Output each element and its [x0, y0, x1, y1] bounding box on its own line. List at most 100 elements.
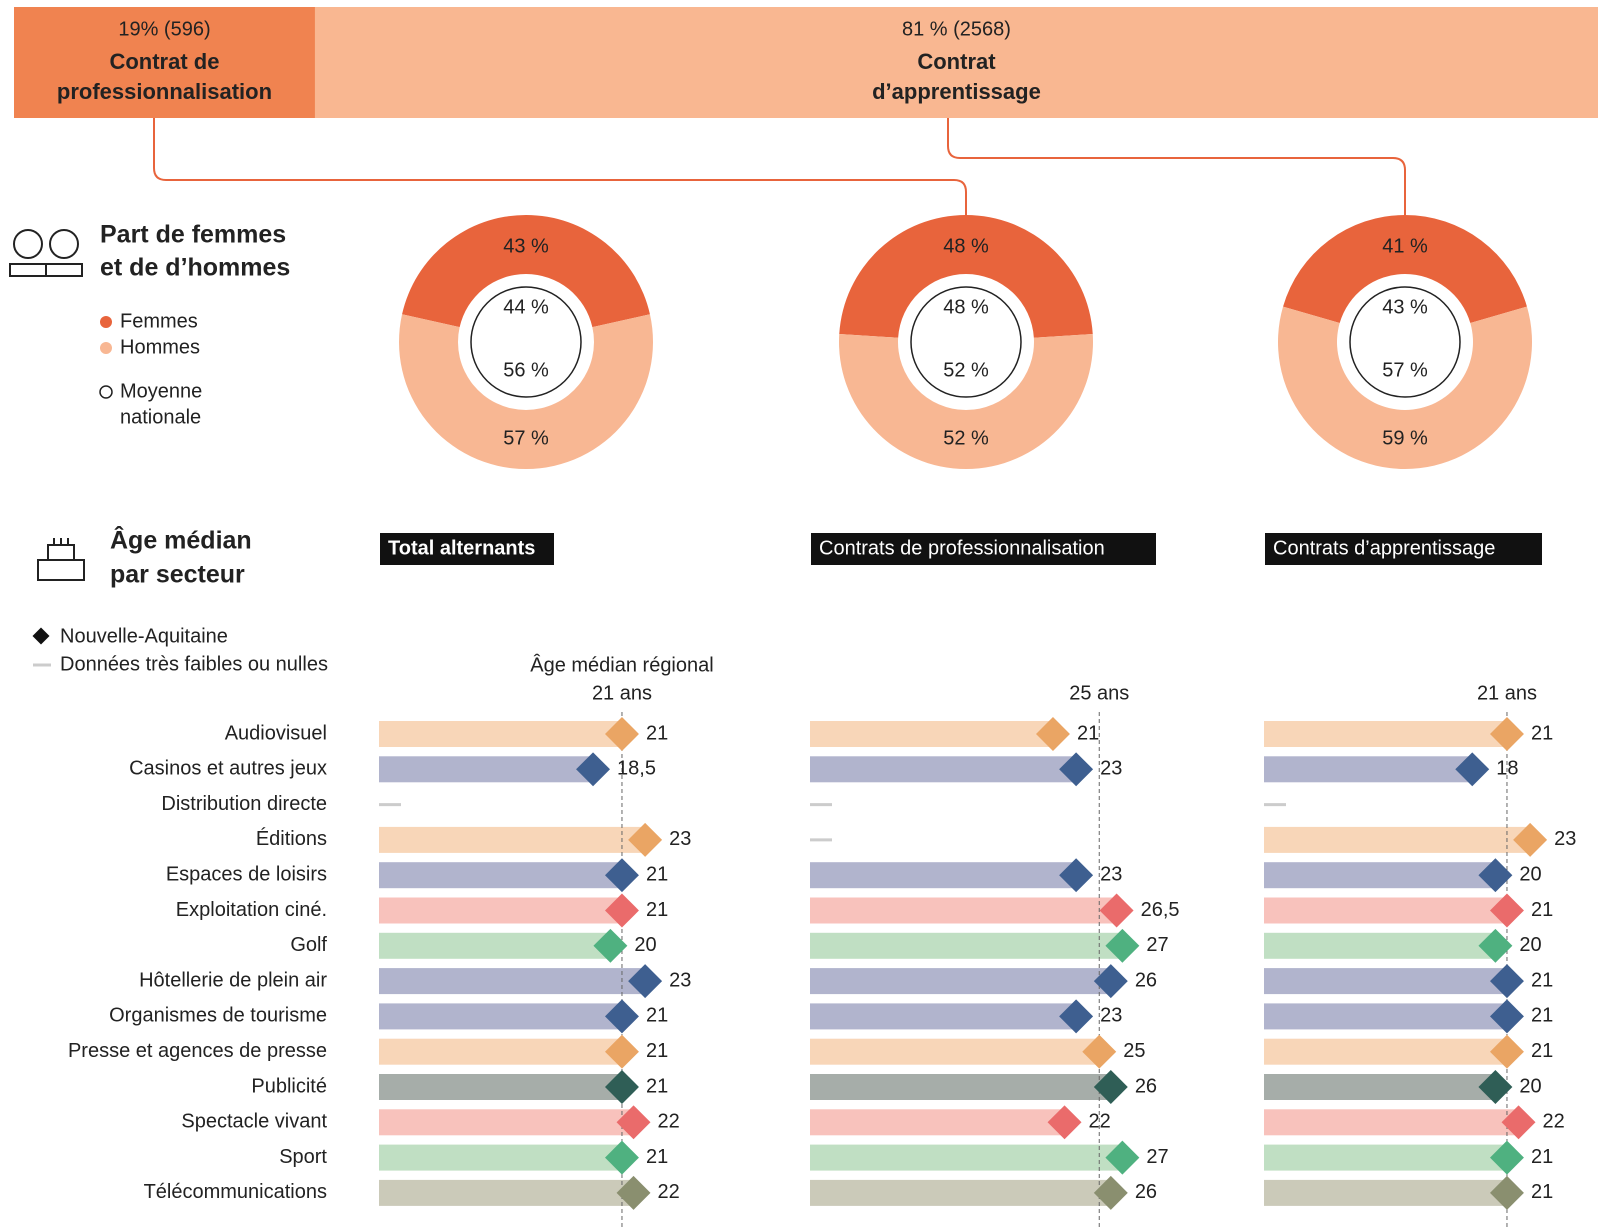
- category-label: Casinos et autres jeux: [129, 758, 327, 780]
- value-label: 21: [646, 1146, 668, 1168]
- bar: [379, 1074, 622, 1100]
- value-label: 21: [1077, 722, 1099, 744]
- diamond: [1047, 1105, 1082, 1140]
- cake-icon: [37, 538, 85, 581]
- bar: [810, 1109, 1065, 1136]
- segment: [14, 7, 315, 118]
- value-label: 21: [646, 1075, 668, 1097]
- gender-title: Part de femmes: [100, 221, 286, 249]
- diamond: [1105, 1140, 1140, 1175]
- donut-women: [839, 214, 1093, 338]
- category-label: Exploitation ciné.: [176, 899, 327, 921]
- national-women-label: 44 %: [503, 296, 549, 318]
- national-men-label: 52 %: [943, 359, 989, 381]
- bar: [379, 1038, 622, 1065]
- legend-label: Femmes: [120, 310, 198, 332]
- women-label: 43 %: [503, 235, 549, 257]
- national-ring: [1349, 286, 1461, 398]
- bar: [810, 1179, 1111, 1206]
- gender-title: et de d’hommes: [100, 254, 290, 282]
- bar: [1264, 721, 1507, 747]
- value-label: 23: [1100, 863, 1122, 885]
- bar: [810, 1038, 1100, 1065]
- connectors: [153, 118, 1406, 215]
- value-label: 23: [1100, 1005, 1122, 1027]
- bar: [379, 1179, 634, 1206]
- diamond: [1478, 1070, 1513, 1104]
- donut-women: [1283, 214, 1527, 324]
- bar: [810, 862, 1077, 889]
- diamond: [1082, 1034, 1117, 1069]
- value-label: 21: [646, 863, 668, 885]
- value-label: 27: [1146, 1146, 1168, 1168]
- bar: [810, 897, 1117, 924]
- diamond: [604, 717, 639, 751]
- diamond: [604, 1140, 639, 1175]
- panel-title-box: [1265, 533, 1542, 565]
- value-label: 21: [1531, 1181, 1553, 1203]
- value-label: 26: [1135, 1075, 1157, 1097]
- value-label: 21: [646, 1040, 668, 1062]
- diamond: [1093, 1175, 1128, 1210]
- bar: [379, 968, 646, 995]
- bar: [1264, 1144, 1507, 1171]
- category-label: Organismes de tourisme: [109, 1005, 327, 1027]
- donut-men: [1278, 306, 1532, 469]
- value-label: 21: [1531, 1146, 1553, 1168]
- legend-label: Données très faibles ou nulles: [60, 653, 328, 675]
- national-women-label: 43 %: [1382, 296, 1428, 318]
- age-title: Âge médian: [110, 525, 252, 555]
- diamond: [604, 858, 639, 893]
- national-ring: [910, 286, 1022, 398]
- national-men-label: 57 %: [1382, 359, 1428, 381]
- bar: [1264, 1038, 1507, 1065]
- bar: [379, 756, 594, 783]
- women-label: 48 %: [943, 235, 989, 257]
- age-title: par secteur: [110, 561, 245, 589]
- diamond: [604, 893, 639, 928]
- bar: [1264, 1109, 1519, 1136]
- women-label: 41 %: [1382, 235, 1428, 257]
- diamond: [1105, 928, 1140, 963]
- value-label: 21: [1531, 899, 1553, 921]
- category-label: Hôtellerie de plein air: [139, 969, 327, 991]
- diamond: [1093, 1070, 1128, 1104]
- legend-swatch: [100, 316, 112, 328]
- reference-label: 25 ans: [1069, 682, 1129, 704]
- diamond: [593, 928, 628, 963]
- legend-label: Nouvelle-Aquitaine: [60, 625, 228, 647]
- segment-name: professionnalisation: [57, 79, 272, 104]
- bar: [1264, 862, 1496, 889]
- category-label: Espaces de loisirs: [166, 863, 327, 885]
- national-ring: [470, 286, 582, 398]
- value-label: 23: [1100, 758, 1122, 780]
- value-label: 23: [669, 969, 691, 991]
- men-label: 59 %: [1382, 427, 1428, 449]
- bar: [379, 721, 622, 747]
- diamond: [1489, 1140, 1524, 1175]
- segment-name: Contrat de: [109, 49, 219, 74]
- diamond: [1501, 1105, 1536, 1140]
- category-label: Télécommunications: [144, 1181, 327, 1203]
- value-label: 21: [1531, 1005, 1553, 1027]
- value-label: 18,5: [617, 758, 656, 780]
- diamond: [1059, 752, 1094, 787]
- segment-name: d’apprentissage: [872, 79, 1041, 104]
- value-label: 20: [1519, 863, 1541, 885]
- value-label: 20: [1519, 1075, 1541, 1097]
- bar: [379, 1003, 622, 1030]
- diamond: [1478, 928, 1513, 963]
- bar: [810, 721, 1053, 747]
- diamond: [1513, 822, 1548, 857]
- segment: [314, 7, 1598, 118]
- diamond: [1035, 717, 1070, 751]
- reference-label: 21 ans: [1477, 682, 1537, 704]
- value-label: 27: [1146, 934, 1168, 956]
- diamond: [1059, 999, 1094, 1034]
- bar: [810, 1144, 1123, 1171]
- donut-men: [399, 314, 653, 469]
- category-label: Distribution directe: [161, 793, 327, 815]
- diamond: [604, 999, 639, 1034]
- legend-swatch: [100, 342, 112, 354]
